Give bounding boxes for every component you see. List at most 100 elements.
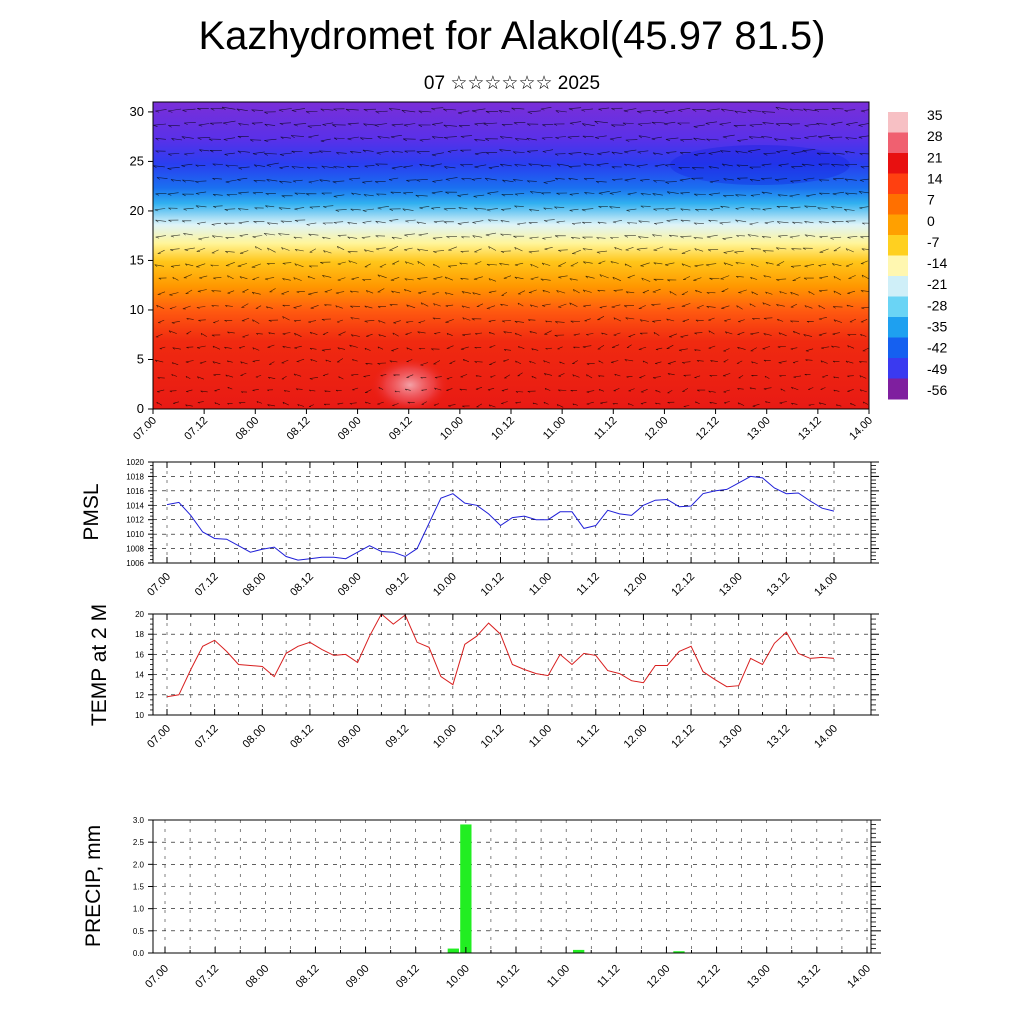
- wind-vector: [462, 359, 470, 363]
- wind-vector: [294, 345, 302, 349]
- wind-vectors: [153, 106, 869, 408]
- wind-vector: [306, 222, 317, 226]
- wind-vector: [586, 390, 595, 393]
- heat-xtick-label: 08.00: [233, 415, 261, 443]
- wind-vector: [680, 334, 689, 338]
- wind-vector: [737, 388, 744, 390]
- wind-vector: [570, 262, 579, 267]
- wind-vector: [860, 334, 867, 337]
- wind-vector: [363, 108, 377, 112]
- wind-vector: [860, 260, 868, 265]
- wind-vector: [267, 344, 275, 348]
- wind-vector: [583, 261, 593, 264]
- wind-vector: [736, 360, 743, 364]
- wind-vector: [402, 208, 414, 212]
- wind-vector: [322, 373, 329, 377]
- wind-vector: [252, 276, 260, 281]
- wind-vector: [528, 222, 538, 225]
- wind-vector: [156, 389, 165, 393]
- wind-vector: [529, 360, 536, 364]
- wind-vector: [708, 166, 719, 169]
- wind-vector: [195, 191, 207, 195]
- wind-vector: [374, 123, 388, 127]
- wind-vector: [308, 320, 317, 323]
- wind-vector: [434, 332, 441, 335]
- wind-vector: [420, 377, 427, 379]
- heat-ytick-label: 20: [130, 203, 144, 218]
- wind-vector: [223, 120, 236, 125]
- wind-vector: [460, 277, 469, 280]
- precip-bar: [447, 948, 459, 953]
- wind-vector: [652, 376, 662, 379]
- wind-vector: [628, 333, 636, 338]
- wind-vector: [500, 303, 509, 306]
- wind-vector: [847, 389, 854, 392]
- wind-vector: [389, 219, 399, 222]
- wind-vector: [196, 345, 206, 349]
- wind-vector: [460, 135, 473, 139]
- xtick-label: 07.00: [145, 571, 173, 599]
- wind-vector: [761, 236, 772, 239]
- wind-vector: [347, 122, 359, 126]
- wind-vector: [377, 346, 384, 350]
- wind-vector: [598, 360, 604, 364]
- wind-vector: [337, 402, 344, 405]
- wind-vector: [461, 178, 472, 181]
- wind-vector: [514, 320, 525, 324]
- wind-vector: [517, 346, 525, 349]
- wind-vector: [808, 291, 815, 296]
- wind-vector: [693, 193, 706, 197]
- colorbar-label: -7: [927, 234, 940, 250]
- wind-vector: [609, 206, 621, 209]
- wind-vector: [155, 333, 163, 338]
- wind-vector: [238, 123, 249, 126]
- wind-vector: [694, 332, 703, 335]
- ytick-label: 1014: [126, 501, 144, 510]
- wind-vector: [475, 375, 482, 377]
- wind-vector: [779, 375, 787, 377]
- heat-xtick-label: 14.00: [847, 415, 875, 443]
- wind-vector: [722, 134, 735, 139]
- wind-vector: [626, 344, 632, 348]
- colorbar-label: -49: [927, 361, 947, 377]
- wind-vector: [239, 250, 249, 254]
- wind-vector: [540, 107, 552, 111]
- ytick-label: 3.0: [133, 816, 145, 825]
- wind-vector: [255, 375, 262, 378]
- wind-vector: [323, 250, 332, 254]
- wind-vector: [790, 265, 801, 268]
- wind-vector: [362, 220, 372, 224]
- wind-vector: [337, 261, 346, 265]
- wind-vector: [526, 180, 537, 183]
- wind-vector: [294, 332, 302, 337]
- wind-vector: [598, 206, 608, 209]
- wind-vector: [582, 135, 594, 139]
- wind-vector: [309, 389, 316, 392]
- wind-vector: [775, 106, 788, 110]
- wind-vector: [526, 137, 537, 141]
- wind-vector: [612, 276, 622, 282]
- wind-vector: [611, 124, 625, 128]
- wind-vector: [252, 151, 265, 156]
- wind-vector: [596, 163, 609, 167]
- wind-vector: [737, 331, 745, 336]
- wind-vector: [790, 320, 800, 323]
- wind-vector: [365, 363, 373, 365]
- wind-vector: [167, 153, 180, 156]
- wind-vector: [861, 222, 869, 225]
- wind-vector: [680, 138, 693, 142]
- wind-vector: [279, 122, 292, 126]
- wind-vector: [682, 276, 691, 280]
- wind-vector: [599, 305, 607, 309]
- wind-vector: [445, 304, 454, 307]
- wind-vector: [652, 234, 662, 237]
- pmsl-chart: 1006 1008 1010 1012 1014 1016 1018 1020 07.00 07.…: [80, 458, 879, 599]
- wind-vector: [195, 205, 207, 208]
- wind-vector: [709, 401, 717, 404]
- wind-vector: [804, 264, 815, 268]
- wind-vector: [582, 221, 592, 224]
- wind-vector: [418, 233, 429, 237]
- heatmap-field: [153, 102, 869, 409]
- wind-vector: [443, 108, 457, 112]
- wind-vector: [474, 151, 486, 156]
